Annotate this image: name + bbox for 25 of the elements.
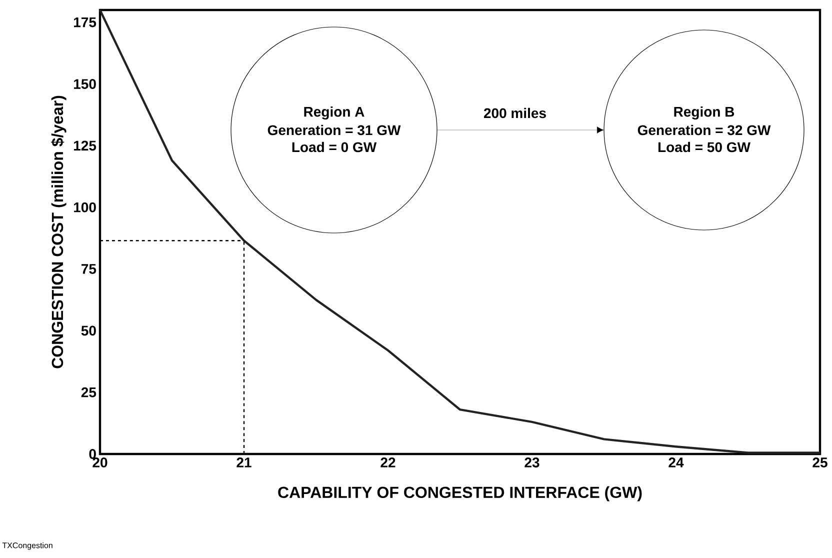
annotation: Load = 50 GW [658, 142, 750, 152]
y-tick-label: 100 [74, 202, 96, 212]
x-tick-label: 24 [668, 458, 684, 468]
y-tick-label: 75 [82, 264, 96, 274]
annotation: Region A [304, 106, 364, 120]
x-axis-title: CAPABILITY OF CONGESTED INTERFACE (GW) [278, 486, 642, 502]
text: TXCongestion [2, 542, 52, 550]
annotation: Generation = 32 GW [638, 124, 771, 136]
x-tick-label: 22 [380, 458, 396, 468]
line-series [98, 8, 822, 454]
annotation: 200 miles [484, 108, 546, 118]
x-tick-label: 21 [236, 458, 252, 468]
y-tick-label: 150 [74, 79, 96, 89]
x-tick-label: 23 [524, 458, 540, 468]
y-axis-title: CONGESTION COST (million $/year) [51, 96, 66, 368]
annotation: Load = 0 GW [292, 142, 377, 152]
annotation: Generation = 31 GW [268, 124, 401, 136]
y-tick-label: 25 [81, 387, 96, 398]
y-tick-label: 175 [74, 17, 96, 28]
y-tick-label: 0 [89, 449, 96, 459]
annotation: Region B [674, 106, 734, 120]
x-tick-label: 20 [92, 458, 108, 468]
x-tick-label: 25 [812, 458, 828, 468]
y-tick-label: 50 [81, 326, 96, 336]
y-tick-label: 125 [74, 140, 96, 151]
